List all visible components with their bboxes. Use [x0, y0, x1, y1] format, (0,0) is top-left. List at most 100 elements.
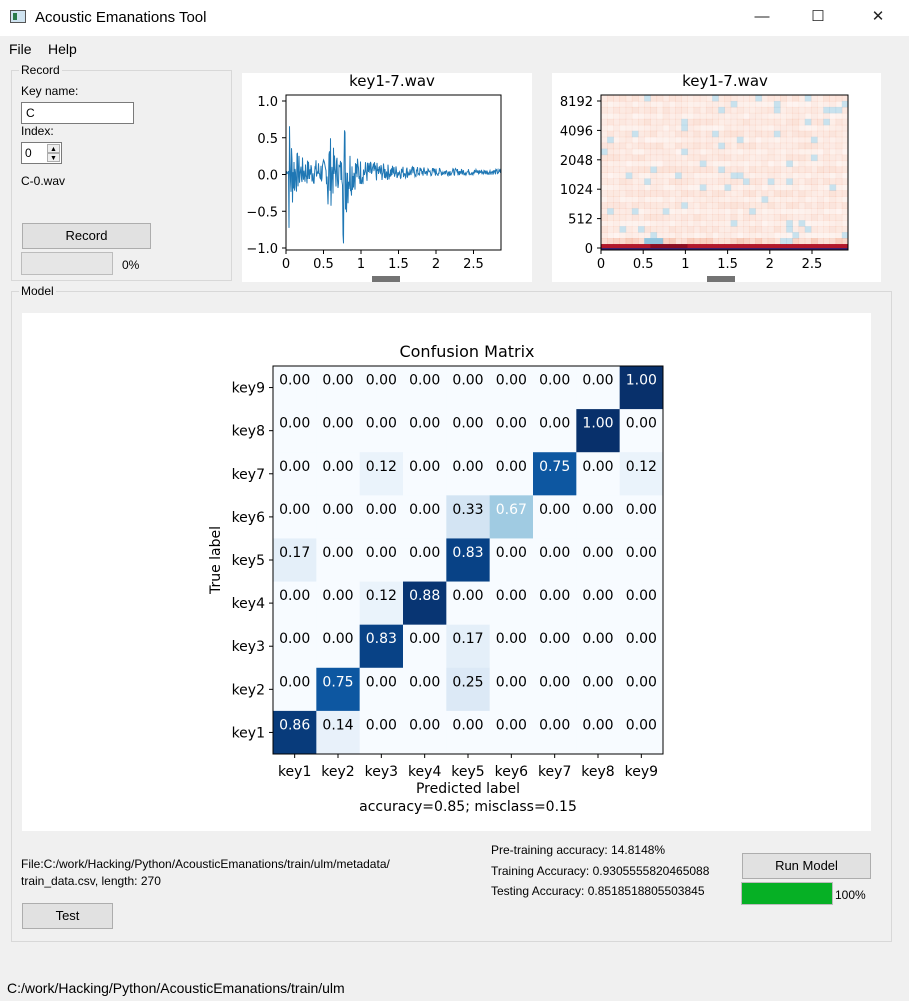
spectrogram-cell — [810, 196, 818, 203]
spectrogram-cell — [705, 148, 713, 156]
close-button[interactable]: ✕ — [871, 8, 885, 25]
run-model-button[interactable]: Run Model — [742, 853, 871, 879]
spectrogram-cell — [798, 214, 806, 221]
spectrogram-cell — [773, 148, 781, 156]
spectrogram-cell — [662, 112, 670, 120]
spectrogram-cell — [631, 136, 639, 144]
cm-cell — [576, 495, 620, 539]
spectrogram-cell — [613, 136, 621, 144]
spectrogram-cell — [736, 130, 744, 138]
spectrogram-cell — [780, 136, 787, 144]
spectrogram-cell — [718, 166, 725, 173]
spectrogram-cell — [693, 154, 701, 162]
spectrogram-cell — [749, 148, 756, 156]
spectrogram-cell — [823, 196, 830, 203]
spectrogram-cell — [724, 190, 732, 197]
spectrogram-cell — [823, 184, 830, 191]
spectrogram-cell — [687, 154, 695, 162]
spectrogram-cell — [693, 124, 701, 132]
record-progress-bar — [21, 252, 113, 275]
spectrogram-cell — [638, 112, 645, 120]
spectrogram-cell — [650, 118, 658, 126]
spectrogram-cell — [743, 196, 750, 203]
spectrogram-cell — [817, 244, 824, 251]
spectrogram-cell — [638, 118, 645, 126]
index-spinbox[interactable]: 0 ▲ ▼ — [21, 142, 62, 164]
cm-cell-value: 0.17 — [279, 545, 310, 561]
spectrogram-cell — [693, 220, 701, 227]
cm-cell-value: 0.00 — [366, 502, 397, 518]
spectrogram-cell — [730, 154, 738, 162]
spectrogram-cell — [687, 118, 695, 126]
spectrogram-cell — [749, 244, 756, 251]
spectrogram-cell — [718, 196, 725, 203]
spectrogram-cell — [749, 172, 756, 179]
cm-cell-value: 1.00 — [626, 373, 657, 389]
spectrogram-cell — [786, 238, 793, 245]
spectrogram-cell — [755, 196, 763, 203]
spectrogram-cell — [607, 232, 614, 239]
spectrogram-cell — [687, 142, 695, 150]
spectrogram-cell — [601, 214, 608, 221]
cm-cell-value: 0.00 — [409, 631, 440, 647]
spectrogram-cell — [786, 160, 793, 168]
spectrogram-cell — [841, 238, 849, 245]
cm-y-tick-label: key6 — [232, 510, 266, 526]
spectrogram-cell — [656, 226, 664, 233]
cm-cell-value: 0.00 — [322, 459, 353, 475]
spectrogram-cell — [798, 244, 806, 251]
spectrogram-cell — [755, 232, 763, 239]
spectrogram-cell — [736, 238, 744, 245]
spectrogram-cell — [712, 172, 719, 179]
spectrogram-cell — [835, 226, 843, 233]
cm-x-tick-label: key1 — [278, 764, 311, 780]
cm-cell — [619, 538, 664, 582]
cm-cell-value: 0.00 — [496, 674, 527, 690]
spectrogram-cell — [823, 208, 830, 215]
record-button[interactable]: Record — [22, 223, 151, 249]
spectrogram-cell — [841, 220, 849, 227]
spectrogram-cell — [675, 178, 682, 185]
key-name-input[interactable] — [21, 102, 134, 124]
spectrogram-cell — [773, 214, 781, 221]
spectrogram-cell — [718, 148, 725, 156]
spectrogram-cell — [607, 220, 614, 227]
x-tick-label: 0.5 — [313, 257, 334, 272]
spectrogram-cell — [773, 226, 781, 233]
spin-down-icon[interactable]: ▼ — [47, 153, 60, 162]
spectrogram-cell — [699, 112, 707, 120]
cm-cell-value: 0.00 — [582, 588, 613, 604]
spectrogram-cell — [755, 154, 763, 162]
window-title: Acoustic Emanations Tool — [35, 9, 207, 26]
spectrogram-cell — [736, 95, 744, 102]
cm-cell — [489, 710, 534, 755]
spectrogram-cell — [668, 112, 676, 120]
spectrogram-cell — [662, 226, 670, 233]
cm-cell-value: 0.75 — [322, 674, 353, 690]
minimize-button[interactable]: — — [754, 8, 770, 25]
spectrogram-cell — [804, 154, 812, 162]
maximize-button[interactable]: ☐ — [811, 8, 825, 25]
cm-cell — [403, 409, 447, 453]
spectrogram-cell — [638, 238, 645, 245]
spectrogram-cell — [712, 166, 719, 173]
spectrogram-cell — [668, 178, 676, 185]
spectrogram-cell — [650, 136, 658, 144]
cm-cell — [446, 710, 490, 755]
menu-help[interactable]: Help — [48, 41, 77, 57]
spectrogram-cell — [773, 178, 781, 185]
spectrogram-cell — [650, 160, 658, 168]
spectrogram-cell — [810, 202, 818, 209]
spectrogram-cell — [662, 238, 670, 245]
test-button[interactable]: Test — [22, 903, 113, 929]
spectrogram-cell — [730, 148, 738, 156]
spectrogram-cell — [625, 130, 633, 138]
spin-up-icon[interactable]: ▲ — [47, 144, 60, 153]
spectrogram-cell — [804, 190, 812, 197]
spectrogram-cell — [705, 160, 713, 168]
spectrogram-cell — [693, 112, 701, 120]
spectrogram-cell — [631, 184, 639, 191]
menu-file[interactable]: File — [9, 41, 32, 57]
cm-cell — [446, 452, 490, 496]
spectrogram-cell — [718, 154, 725, 162]
